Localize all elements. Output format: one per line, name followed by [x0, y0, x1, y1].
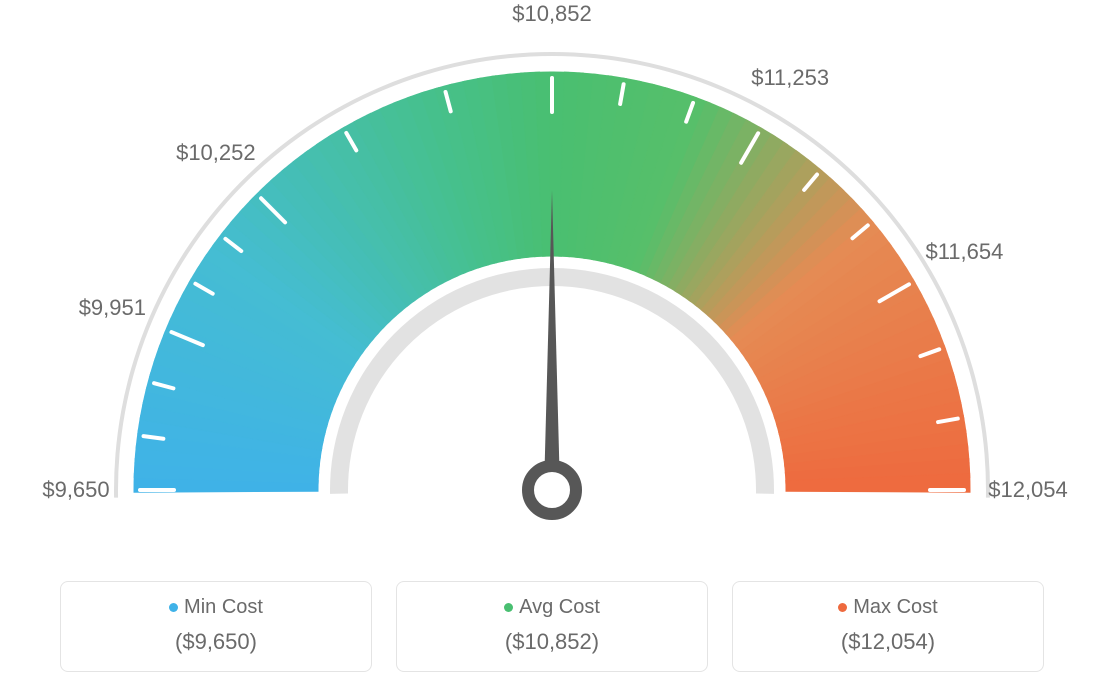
legend-card-avg: Avg Cost ($10,852)	[396, 581, 708, 672]
gauge-tick-label: $9,951	[79, 295, 146, 321]
legend-card-min: Min Cost ($9,650)	[60, 581, 372, 672]
legend-value-avg: ($10,852)	[407, 629, 697, 655]
gauge-tick-label: $10,852	[512, 1, 592, 27]
legend-dot-avg	[504, 603, 513, 612]
gauge-tick-label: $9,650	[42, 477, 109, 503]
gauge-tick-label: $11,253	[751, 65, 829, 91]
legend-title-avg-text: Avg Cost	[519, 596, 600, 618]
legend-title-max-text: Max Cost	[853, 596, 937, 618]
legend-value-min: ($9,650)	[71, 629, 361, 655]
legend-title-max: Max Cost	[743, 596, 1033, 619]
legend-title-min: Min Cost	[71, 596, 361, 619]
gauge-chart: $9,650 $9,951 $10,252 $10,852 $11,253 $11,654…	[0, 0, 1104, 560]
legend-dot-min	[169, 603, 178, 612]
gauge-tick-label: $12,054	[988, 477, 1068, 503]
gauge-svg	[0, 0, 1104, 560]
legend-dot-max	[838, 603, 847, 612]
legend-card-max: Max Cost ($12,054)	[732, 581, 1044, 672]
legend-value-max: ($12,054)	[743, 629, 1033, 655]
gauge-needle-hub	[528, 466, 576, 514]
legend-title-avg: Avg Cost	[407, 596, 697, 619]
legend-row: Min Cost ($9,650) Avg Cost ($10,852) Max…	[0, 581, 1104, 672]
gauge-tick-label: $10,252	[176, 140, 256, 166]
legend-title-min-text: Min Cost	[184, 596, 263, 618]
gauge-tick-label: $11,654	[925, 239, 1003, 265]
